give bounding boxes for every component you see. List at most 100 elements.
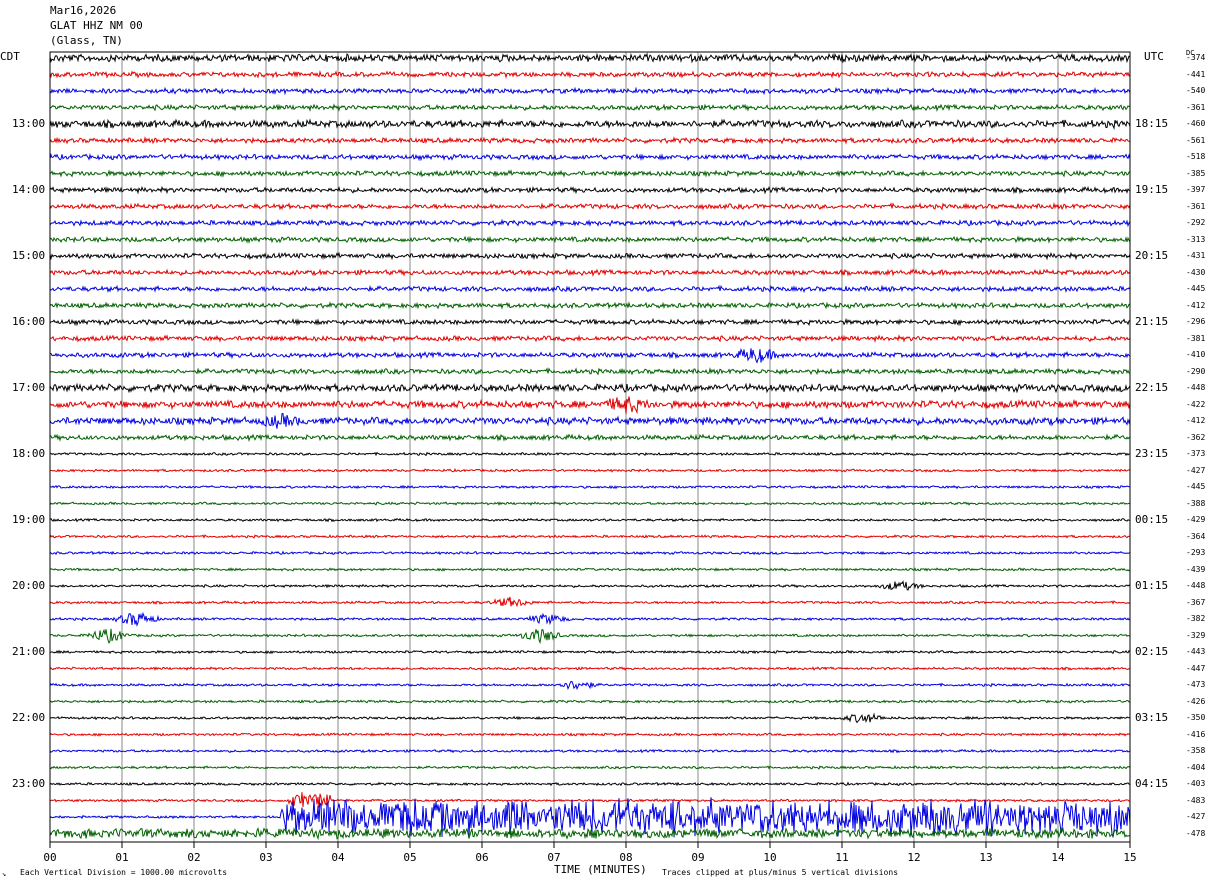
dc-offset-label: -447 <box>1186 663 1206 673</box>
seismic-trace-29 <box>49 517 1131 523</box>
seismic-trace-19 <box>49 347 1131 364</box>
dc-offset-label: -358 <box>1186 746 1206 755</box>
utc-hour-label: 01:15 <box>1135 579 1169 592</box>
x-tick-label: 11 <box>835 851 848 864</box>
dc-offset-label: -361 <box>1186 102 1206 112</box>
dc-offset-label: -473 <box>1186 680 1206 689</box>
cdt-hour-label: 15:00 <box>12 249 46 262</box>
dc-offset-label: -388 <box>1186 498 1206 508</box>
seismic-traces <box>49 52 1131 841</box>
cdt-hour-label: 19:00 <box>12 513 46 526</box>
seismic-trace-7 <box>49 152 1131 162</box>
dc-offset-label: -422 <box>1186 399 1206 409</box>
dc-offset-label: -561 <box>1186 135 1206 145</box>
x-tick-label: 13 <box>979 851 992 864</box>
utc-hour-label: 03:15 <box>1135 711 1169 724</box>
utc-hour-label: 04:15 <box>1135 777 1169 790</box>
dc-offset-label: -296 <box>1186 317 1206 326</box>
dc-offset-label: -443 <box>1186 647 1206 656</box>
utc-hour-label: 02:15 <box>1135 645 1169 658</box>
seismic-trace-39 <box>49 680 1131 691</box>
dc-offset-label: -460 <box>1186 119 1206 128</box>
seismic-trace-18 <box>49 334 1131 344</box>
seismic-trace-42 <box>49 732 1131 737</box>
dc-offset-label: -427 <box>1186 465 1206 475</box>
seismic-trace-24 <box>49 433 1131 443</box>
dc-offset-label: -448 <box>1186 383 1206 392</box>
location-label: (Glass, TN) <box>50 34 123 47</box>
x-tick-label: 04 <box>331 851 345 864</box>
dc-offset-label: -518 <box>1186 152 1206 161</box>
minute-grid <box>121 52 1059 842</box>
dc-offset-label: -385 <box>1186 168 1206 178</box>
seismic-trace-26 <box>50 467 1131 473</box>
dc-offset-label: -448 <box>1186 581 1206 590</box>
station-label: GLAT HHZ NM 00 <box>50 19 143 32</box>
dc-offset-label: -381 <box>1186 333 1206 343</box>
cdt-hour-label: 18:00 <box>12 447 46 460</box>
seismic-trace-40 <box>49 698 1131 704</box>
dc-offset-label: -441 <box>1186 69 1206 79</box>
seismic-trace-21 <box>49 382 1131 394</box>
seismic-trace-38 <box>49 666 1131 671</box>
seismic-trace-9 <box>49 185 1131 195</box>
dc-offset-label: -416 <box>1186 729 1206 739</box>
x-tick-label: 15 <box>1123 851 1136 864</box>
seismic-trace-3 <box>49 86 1131 96</box>
dc-offset-label: -429 <box>1186 515 1206 524</box>
x-axis-ticks: 00 01 02 03 04 05 06 07 08 09 10 11 12 13 14 15 <box>43 842 1137 864</box>
dc-label: DC <box>1186 49 1195 57</box>
x-tick-label: 14 <box>1051 851 1065 864</box>
utc-hour-label: 19:15 <box>1135 183 1169 196</box>
seismic-trace-34 <box>49 596 1131 608</box>
seismic-trace-33 <box>49 580 1131 591</box>
dc-offset-label: -445 <box>1186 284 1206 293</box>
x-tick-label: 06 <box>475 851 488 864</box>
cdt-hour-label: 14:00 <box>12 183 46 196</box>
seismic-trace-36 <box>50 628 1131 645</box>
dc-offset-label: -350 <box>1186 713 1206 722</box>
utc-hour-label: 18:15 <box>1135 117 1169 130</box>
date-label: Mar16,2026 <box>50 4 117 17</box>
scale-note: Each Vertical Division = 1000.00 microvo… <box>20 868 228 877</box>
x-tick-label: 00 <box>43 851 56 864</box>
x-tick-label: 10 <box>763 851 776 864</box>
seismic-trace-45 <box>49 781 1131 787</box>
seismic-trace-37 <box>49 649 1131 655</box>
seismic-trace-13 <box>49 251 1131 261</box>
x-tick-label: 12 <box>907 851 920 864</box>
seismic-trace-44 <box>49 765 1131 770</box>
seismic-trace-31 <box>49 550 1131 556</box>
seismic-trace-46 <box>49 792 1131 808</box>
utc-hour-label: 00:15 <box>1135 513 1169 526</box>
x-tick-label: 02 <box>187 851 200 864</box>
seismic-trace-30 <box>49 534 1130 539</box>
dc-offset-label: -483 <box>1186 795 1206 805</box>
seismic-trace-6 <box>49 136 1131 145</box>
utc-label: UTC <box>1144 50 1164 63</box>
seismic-trace-16 <box>49 301 1131 310</box>
dc-offset-label: -293 <box>1186 548 1206 557</box>
utc-hour-label: 22:15 <box>1135 381 1169 394</box>
dc-offset-label: -426 <box>1186 696 1206 706</box>
cdt-hour-label: 23:00 <box>12 777 46 790</box>
seismic-trace-41 <box>49 712 1131 724</box>
dc-offset-label: -540 <box>1186 86 1206 95</box>
dc-offset-label: -292 <box>1186 218 1206 227</box>
dc-offset-label: -412 <box>1186 300 1206 310</box>
utc-hour-label: 21:15 <box>1135 315 1169 328</box>
seismic-trace-2 <box>49 69 1131 79</box>
x-tick-label: 01 <box>115 851 128 864</box>
cdt-hour-label: 22:00 <box>12 711 46 724</box>
dc-offset-label: -445 <box>1186 482 1206 491</box>
x-tick-label: 05 <box>403 851 416 864</box>
dc-offset-label: -431 <box>1186 251 1206 260</box>
dc-offset-label: -403 <box>1186 779 1206 788</box>
dc-offset-label: -364 <box>1186 531 1206 541</box>
dc-offset-label: -374 <box>1186 53 1206 62</box>
cdt-hour-label: 16:00 <box>12 315 46 328</box>
dc-offset-label: -362 <box>1186 432 1206 442</box>
utc-hour-label: 23:15 <box>1135 447 1169 460</box>
x-tick-label: 08 <box>619 851 632 864</box>
